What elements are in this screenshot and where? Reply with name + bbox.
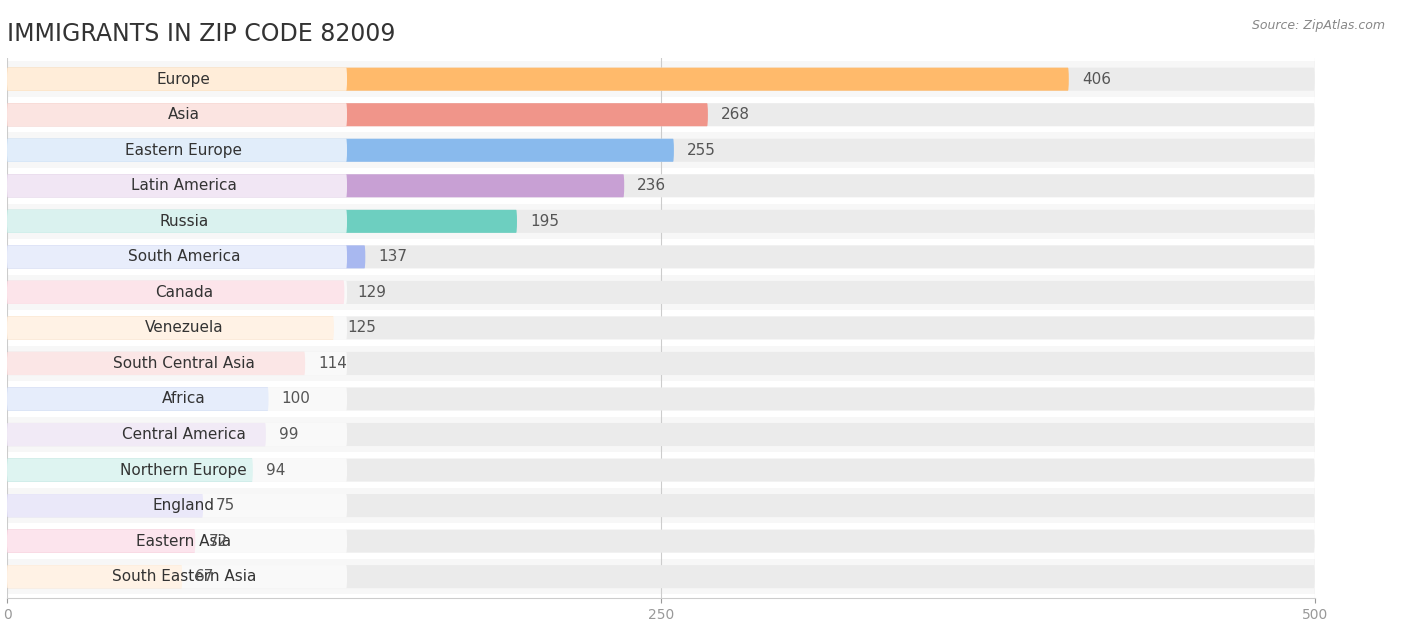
Bar <box>7 132 1315 168</box>
FancyBboxPatch shape <box>7 423 1315 446</box>
FancyBboxPatch shape <box>7 352 305 375</box>
FancyBboxPatch shape <box>7 352 1315 375</box>
FancyBboxPatch shape <box>7 352 347 375</box>
FancyBboxPatch shape <box>7 139 1315 162</box>
FancyBboxPatch shape <box>7 103 1315 126</box>
FancyBboxPatch shape <box>7 388 347 410</box>
Text: South America: South America <box>128 249 240 264</box>
Text: Canada: Canada <box>155 285 212 300</box>
Text: 255: 255 <box>688 143 716 158</box>
Text: 406: 406 <box>1081 71 1111 87</box>
Text: 137: 137 <box>378 249 408 264</box>
FancyBboxPatch shape <box>7 210 517 233</box>
FancyBboxPatch shape <box>7 281 347 304</box>
Bar <box>7 168 1315 204</box>
FancyBboxPatch shape <box>7 388 1315 410</box>
FancyBboxPatch shape <box>7 423 347 446</box>
Text: 129: 129 <box>357 285 387 300</box>
Text: IMMIGRANTS IN ZIP CODE 82009: IMMIGRANTS IN ZIP CODE 82009 <box>7 23 395 46</box>
Text: South Central Asia: South Central Asia <box>112 356 254 371</box>
FancyBboxPatch shape <box>7 423 266 446</box>
Text: Source: ZipAtlas.com: Source: ZipAtlas.com <box>1251 19 1385 32</box>
FancyBboxPatch shape <box>7 530 1315 553</box>
Text: South Eastern Asia: South Eastern Asia <box>111 569 256 584</box>
Bar <box>7 204 1315 239</box>
FancyBboxPatch shape <box>7 316 1315 340</box>
Bar <box>7 346 1315 381</box>
FancyBboxPatch shape <box>7 68 1315 91</box>
Bar <box>7 559 1315 594</box>
FancyBboxPatch shape <box>7 458 253 482</box>
FancyBboxPatch shape <box>7 68 1069 91</box>
FancyBboxPatch shape <box>7 246 366 268</box>
FancyBboxPatch shape <box>7 565 347 588</box>
Text: 100: 100 <box>281 392 311 406</box>
FancyBboxPatch shape <box>7 139 347 162</box>
FancyBboxPatch shape <box>7 246 1315 268</box>
FancyBboxPatch shape <box>7 246 347 268</box>
Text: 75: 75 <box>217 498 235 513</box>
Text: Northern Europe: Northern Europe <box>121 462 247 478</box>
Bar <box>7 381 1315 417</box>
FancyBboxPatch shape <box>7 174 347 197</box>
Text: Latin America: Latin America <box>131 178 236 194</box>
FancyBboxPatch shape <box>7 174 624 197</box>
FancyBboxPatch shape <box>7 210 347 233</box>
Text: Europe: Europe <box>157 71 211 87</box>
Bar <box>7 275 1315 310</box>
FancyBboxPatch shape <box>7 174 1315 197</box>
Text: 67: 67 <box>195 569 215 584</box>
FancyBboxPatch shape <box>7 494 1315 517</box>
FancyBboxPatch shape <box>7 316 335 340</box>
Text: Venezuela: Venezuela <box>145 320 224 336</box>
FancyBboxPatch shape <box>7 139 673 162</box>
Text: 268: 268 <box>721 107 749 122</box>
Bar <box>7 417 1315 452</box>
Text: 114: 114 <box>318 356 347 371</box>
Bar <box>7 523 1315 559</box>
FancyBboxPatch shape <box>7 281 1315 304</box>
Text: 72: 72 <box>208 534 228 548</box>
Bar <box>7 239 1315 275</box>
Text: 94: 94 <box>266 462 285 478</box>
FancyBboxPatch shape <box>7 103 707 126</box>
Text: 195: 195 <box>530 214 560 229</box>
Text: 125: 125 <box>347 320 375 336</box>
FancyBboxPatch shape <box>7 494 347 517</box>
Text: 236: 236 <box>637 178 666 194</box>
FancyBboxPatch shape <box>7 458 347 482</box>
Text: Central America: Central America <box>122 427 246 442</box>
FancyBboxPatch shape <box>7 494 204 517</box>
FancyBboxPatch shape <box>7 388 269 410</box>
FancyBboxPatch shape <box>7 281 344 304</box>
Text: England: England <box>153 498 215 513</box>
FancyBboxPatch shape <box>7 316 347 340</box>
Bar <box>7 97 1315 132</box>
Bar <box>7 310 1315 346</box>
FancyBboxPatch shape <box>7 458 1315 482</box>
Text: Eastern Europe: Eastern Europe <box>125 143 242 158</box>
Text: 99: 99 <box>278 427 298 442</box>
FancyBboxPatch shape <box>7 210 1315 233</box>
FancyBboxPatch shape <box>7 530 347 553</box>
Text: Asia: Asia <box>167 107 200 122</box>
Bar <box>7 488 1315 523</box>
FancyBboxPatch shape <box>7 565 183 588</box>
Text: Russia: Russia <box>159 214 208 229</box>
Text: Africa: Africa <box>162 392 205 406</box>
FancyBboxPatch shape <box>7 565 1315 588</box>
Text: Eastern Asia: Eastern Asia <box>136 534 232 548</box>
Bar <box>7 452 1315 488</box>
FancyBboxPatch shape <box>7 103 347 126</box>
FancyBboxPatch shape <box>7 68 347 91</box>
Bar <box>7 62 1315 97</box>
FancyBboxPatch shape <box>7 530 195 553</box>
